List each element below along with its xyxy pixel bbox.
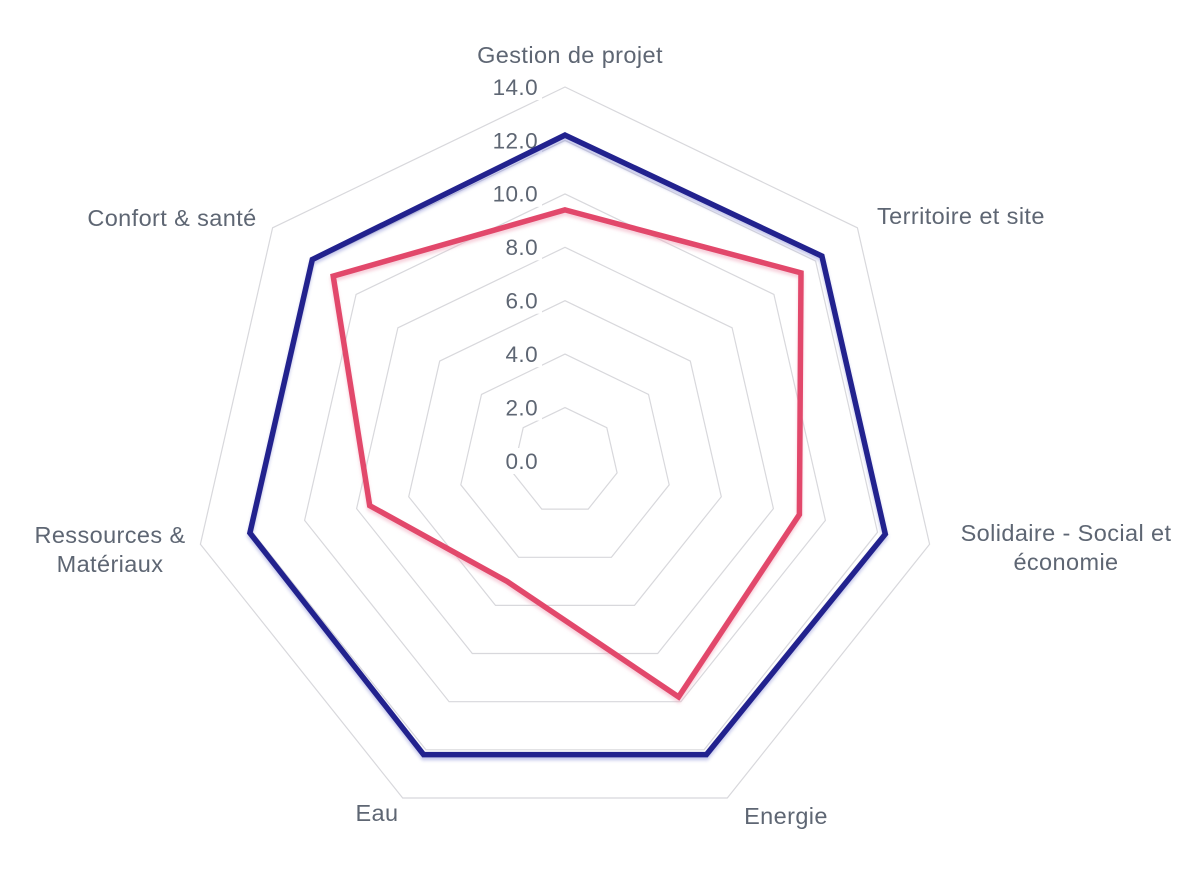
axis-label-5: Ressources &	[34, 522, 185, 548]
axis-label-2: Solidaire - Social et	[961, 520, 1172, 546]
radial-tick-label-0.0: 0.0	[506, 449, 538, 474]
tick-backdrop	[490, 234, 542, 261]
radial-tick-label-12.0: 12.0	[493, 128, 538, 153]
grid-ring-8	[355, 246, 775, 655]
axis-label-0: Gestion de projet	[477, 42, 663, 68]
axis-label-2: économie	[1013, 549, 1118, 575]
radial-tick-label-4.0: 4.0	[506, 342, 538, 367]
grid-ring-4	[460, 353, 670, 558]
tick-backdrop	[490, 74, 542, 100]
grid-ring-14	[199, 86, 931, 799]
axis-label-1: Territoire et site	[877, 203, 1045, 229]
tick-backdrop	[490, 287, 542, 314]
radial-tick-label-8.0: 8.0	[506, 235, 538, 260]
grid-ring-6	[408, 300, 722, 607]
radial-tick-label-6.0: 6.0	[506, 289, 538, 314]
pink-series-polygon	[330, 207, 804, 701]
axis-label-5: Matériaux	[57, 551, 164, 577]
tick-backdrop	[490, 341, 542, 368]
axis-label-3: Energie	[744, 803, 828, 829]
axis-label-4: Eau	[355, 800, 398, 826]
tick-backdrop	[490, 448, 542, 474]
grid-ring-10	[303, 193, 827, 703]
radial-tick-label-14.0: 14.0	[493, 75, 538, 100]
tick-backdrop	[490, 394, 542, 421]
tick-backdrop	[490, 180, 542, 207]
blue-series-polygon	[246, 132, 889, 758]
axis-label-6: Confort & santé	[87, 205, 256, 231]
grid-ring-2	[512, 406, 618, 510]
radial-tick-label-2.0: 2.0	[506, 395, 538, 420]
radial-tick-label-10.0: 10.0	[493, 182, 538, 207]
